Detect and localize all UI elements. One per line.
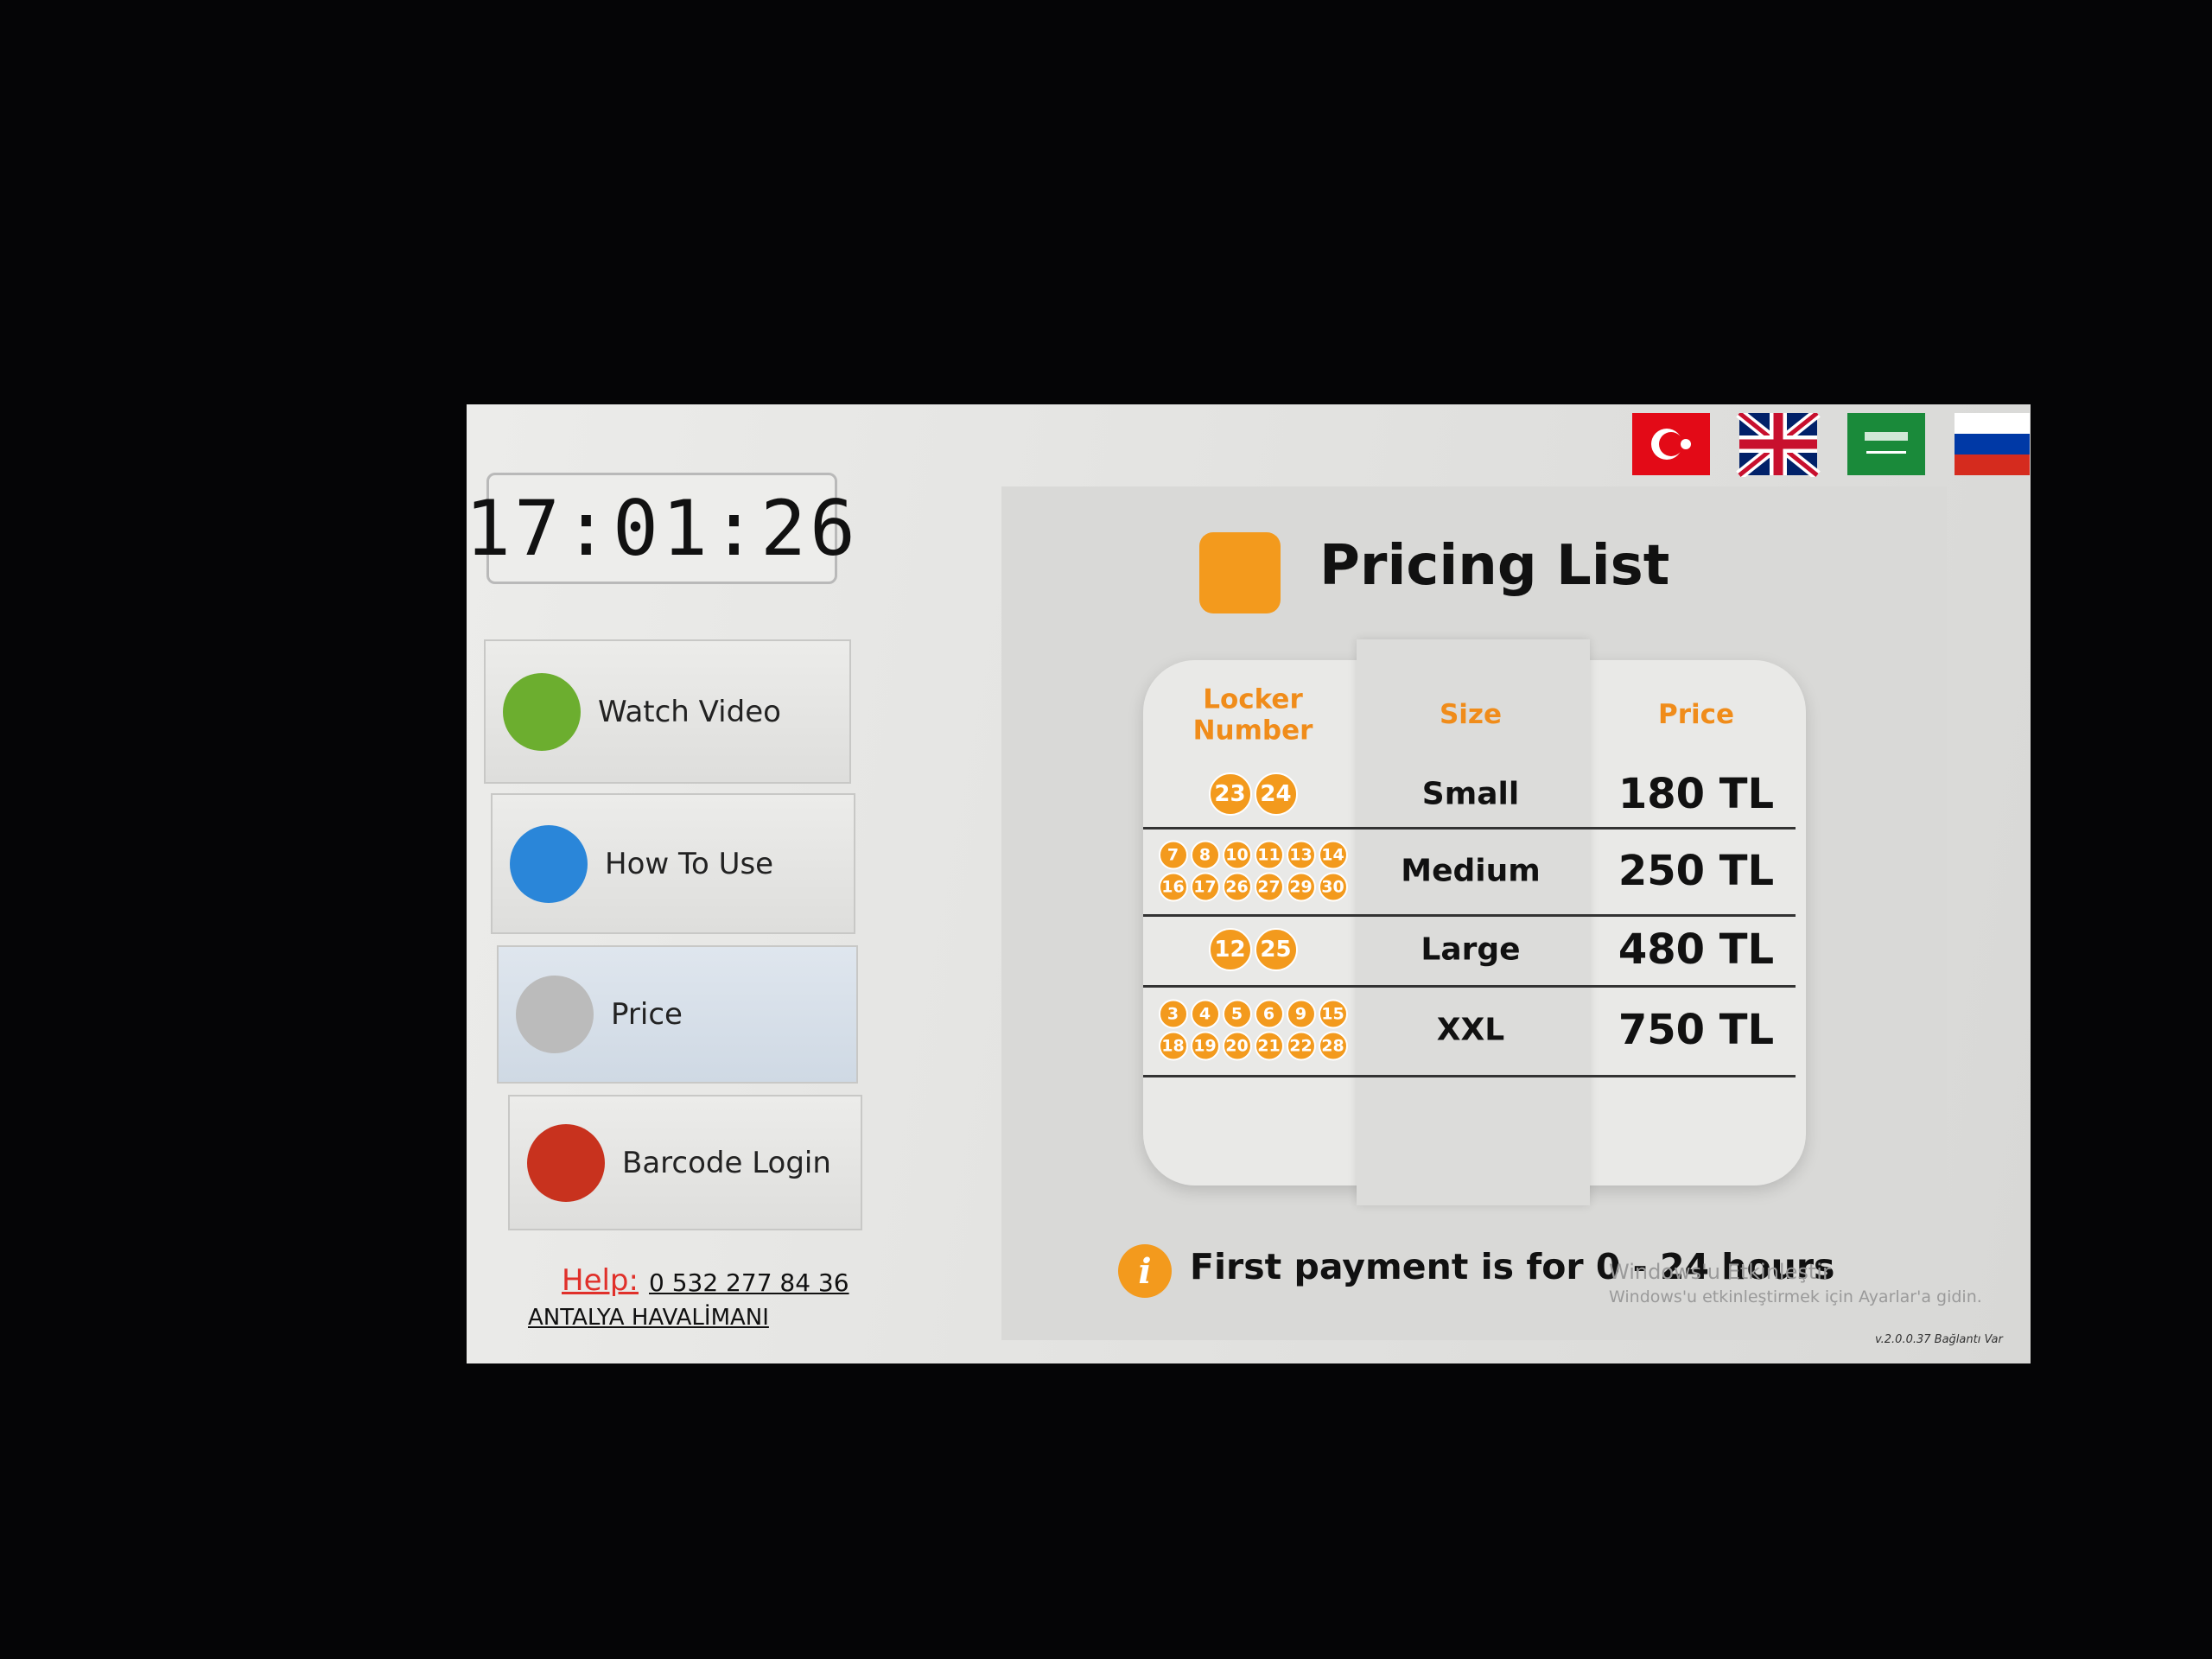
row-divider: [1143, 914, 1796, 917]
menu-label: Price: [611, 997, 683, 1032]
locker-number: 29: [1286, 872, 1316, 902]
size: Large: [1421, 931, 1521, 968]
flag-arabic[interactable]: [1847, 413, 1925, 475]
locker-number: 27: [1254, 872, 1284, 902]
locker-number: 9: [1286, 999, 1316, 1029]
column-header: Size: [1439, 699, 1503, 731]
locker-number: 24: [1254, 772, 1298, 816]
version: v.2.0.0.37 Bağlantı Var: [1875, 1333, 2003, 1346]
size: XXL: [1436, 1012, 1505, 1048]
menu-button[interactable]: Barcode Login: [508, 1095, 862, 1230]
flag-turkish[interactable]: [1632, 413, 1710, 475]
menu-label: Barcode Login: [622, 1145, 831, 1180]
row-divider: [1143, 985, 1796, 988]
menu-icon: [516, 976, 594, 1053]
flag-english[interactable]: [1736, 413, 1821, 477]
locker-number: 18: [1158, 1031, 1188, 1061]
help-label: Help:: [562, 1263, 639, 1298]
row-divider: [1143, 827, 1796, 830]
locker-number: 26: [1222, 872, 1252, 902]
language-flags: [1632, 413, 2030, 477]
menu-label: How To Use: [605, 846, 774, 881]
locker-numbers: 3 4 5 6 9 15 18 19 20 21 22 28: [1149, 999, 1357, 1061]
locker-number: 12: [1208, 928, 1252, 971]
locker-number: 25: [1254, 928, 1298, 971]
pricing-title: Pricing List: [1319, 534, 1670, 598]
info-icon: i: [1118, 1244, 1172, 1298]
price: 250 TL: [1618, 847, 1775, 895]
size-column: [1357, 639, 1590, 1205]
locker-number: 20: [1222, 1031, 1252, 1061]
price: 750 TL: [1618, 1006, 1775, 1054]
locker-number: 22: [1286, 1031, 1316, 1061]
help-phone[interactable]: 0 532 277 84 36: [649, 1268, 849, 1297]
locker-numbers: 23 24: [1149, 772, 1357, 816]
menu-label: Watch Video: [598, 694, 781, 729]
locker-number: 7: [1158, 840, 1188, 870]
clock: 17:01:26: [465, 473, 855, 584]
price: 480 TL: [1618, 925, 1775, 974]
locker-number: 16: [1158, 872, 1188, 902]
menu-button[interactable]: Price: [497, 945, 858, 1084]
column-header: Price: [1657, 699, 1735, 731]
menu-icon: [510, 824, 588, 903]
locker-number: 21: [1254, 1031, 1284, 1061]
price: 180 TL: [1618, 770, 1775, 818]
locker-number: 14: [1318, 840, 1348, 870]
locker-number: 11: [1254, 840, 1284, 870]
locker-number: 23: [1208, 772, 1252, 816]
locker-number: 10: [1222, 840, 1252, 870]
location: ANTALYA HAVALİMANI: [528, 1305, 769, 1331]
menu-icon: [527, 1123, 605, 1202]
locker-number: 17: [1190, 872, 1220, 902]
locker-number: 28: [1318, 1031, 1348, 1061]
locker-number: 6: [1254, 999, 1284, 1029]
size: Small: [1421, 776, 1520, 812]
locker-number: 13: [1286, 840, 1316, 870]
locker-number: 4: [1190, 999, 1220, 1029]
flag-russian[interactable]: [1955, 413, 2030, 475]
menu-icon: [503, 672, 581, 751]
pricing-note: First payment is for 0 - 24 hours: [1190, 1246, 1835, 1287]
locker-number: 3: [1158, 999, 1188, 1029]
locker-number: 30: [1318, 872, 1348, 902]
locker-number: 5: [1222, 999, 1252, 1029]
luggage-icon: [1199, 532, 1281, 613]
column-header: Locker Number: [1192, 683, 1313, 746]
menu-button[interactable]: How To Use: [491, 793, 855, 934]
locker-numbers: 7 8 10 11 13 14 16 17 26 27 29 30: [1149, 840, 1357, 902]
locker-number: 15: [1318, 999, 1348, 1029]
row-divider: [1143, 1075, 1796, 1077]
locker-number: 19: [1190, 1031, 1220, 1061]
locker-number: 8: [1190, 840, 1220, 870]
locker-numbers: 12 25: [1149, 928, 1357, 971]
activation-title: Windows'u Etkinleştir: [1609, 1260, 1831, 1284]
activation-text: Windows'u etkinleştirmek için Ayarlar'a …: [1609, 1287, 1982, 1306]
size: Medium: [1401, 853, 1541, 889]
menu-button[interactable]: Watch Video: [484, 639, 851, 784]
